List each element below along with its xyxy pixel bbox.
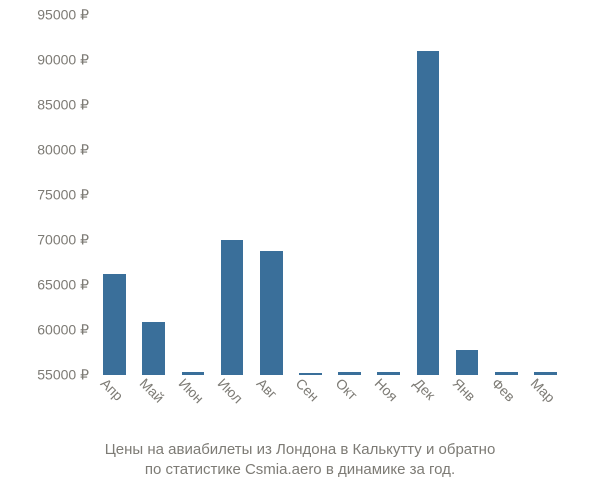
y-tick-label: 60000 ₽ xyxy=(37,322,95,339)
x-tick-label: Июн xyxy=(176,375,207,406)
bar xyxy=(103,274,126,375)
y-tick-label: 80000 ₽ xyxy=(37,142,95,159)
y-tick-label: 70000 ₽ xyxy=(37,232,95,249)
bar xyxy=(338,372,361,375)
y-tick-label: 85000 ₽ xyxy=(37,97,95,114)
bar xyxy=(142,322,165,375)
bar xyxy=(495,372,518,375)
x-tick-label: Авг xyxy=(254,375,281,402)
bar xyxy=(221,240,244,375)
y-tick-label: 75000 ₽ xyxy=(37,187,95,204)
y-tick-label: 90000 ₽ xyxy=(37,52,95,69)
x-tick-label: Апр xyxy=(97,375,126,404)
x-tick-label: Фев xyxy=(489,375,519,405)
bar xyxy=(260,251,283,375)
x-tick-label: Май xyxy=(136,375,167,406)
y-tick-label: 65000 ₽ xyxy=(37,277,95,294)
x-tick-label: Июл xyxy=(215,375,246,406)
price-chart: 55000 ₽ 60000 ₽ 65000 ₽ 70000 ₽ 75000 ₽ 80000… xyxy=(0,0,600,500)
bar xyxy=(182,372,205,375)
bar xyxy=(456,350,479,375)
y-tick-label: 55000 ₽ xyxy=(37,367,95,384)
bar xyxy=(417,51,440,375)
x-tick-label: Ноя xyxy=(371,375,400,404)
x-tick-label: Мар xyxy=(528,375,559,406)
plot-area: 55000 ₽60000 ₽65000 ₽70000 ₽75000 ₽80000… xyxy=(95,15,565,375)
x-tick-label: Окт xyxy=(332,375,360,403)
x-tick-label: Янв xyxy=(450,375,479,404)
y-tick-label: 95000 ₽ xyxy=(37,7,95,24)
x-tick-label: Сен xyxy=(293,375,322,404)
chart-caption: Цены на авиабилеты из Лондона в Калькутт… xyxy=(0,440,600,481)
bar xyxy=(377,372,400,375)
x-tick-label: Дек xyxy=(411,375,439,403)
